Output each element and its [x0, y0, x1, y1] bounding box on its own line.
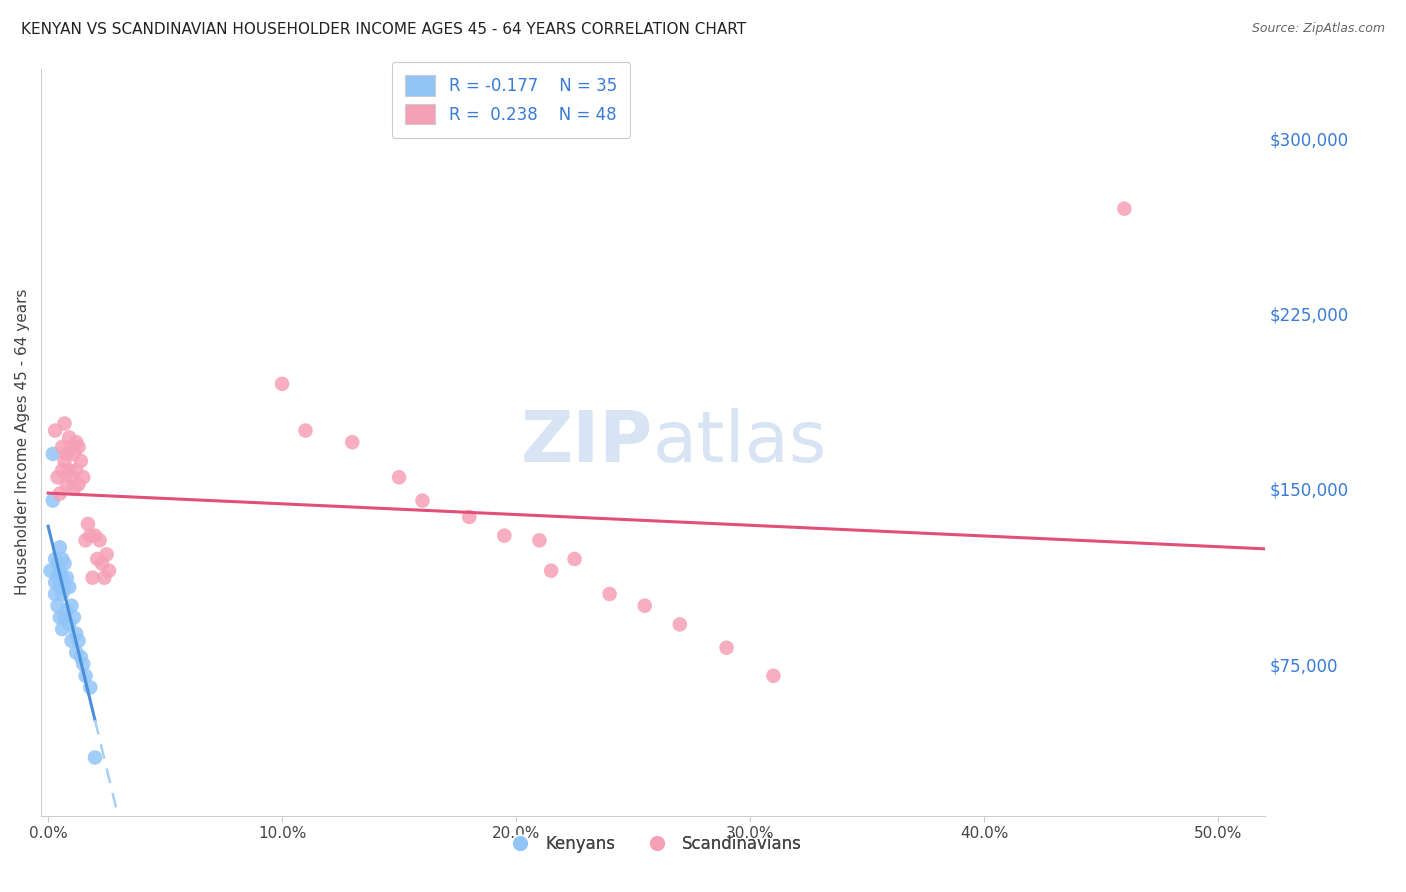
Point — [53, 454, 76, 468]
Point — [60, 633, 83, 648]
Point — [46, 571, 69, 585]
Point — [56, 477, 79, 491]
Point — [46, 470, 69, 484]
Point — [84, 528, 107, 542]
Point — [79, 681, 101, 695]
Point — [762, 669, 785, 683]
Point — [56, 571, 79, 585]
Point — [49, 564, 72, 578]
Point — [70, 650, 93, 665]
Y-axis label: Householder Income Ages 45 - 64 years: Householder Income Ages 45 - 64 years — [15, 289, 30, 596]
Point — [53, 417, 76, 431]
Point — [388, 470, 411, 484]
Point — [53, 610, 76, 624]
Point — [56, 603, 79, 617]
Point — [93, 571, 115, 585]
Point — [42, 447, 65, 461]
Point — [669, 617, 692, 632]
Point — [91, 557, 114, 571]
Text: atlas: atlas — [652, 408, 827, 476]
Point — [51, 587, 73, 601]
Point — [65, 626, 87, 640]
Point — [46, 599, 69, 613]
Point — [44, 575, 66, 590]
Point — [67, 477, 90, 491]
Text: KENYAN VS SCANDINAVIAN HOUSEHOLDER INCOME AGES 45 - 64 YEARS CORRELATION CHART: KENYAN VS SCANDINAVIAN HOUSEHOLDER INCOM… — [21, 22, 747, 37]
Point — [58, 463, 80, 477]
Point — [494, 528, 516, 542]
Point — [70, 454, 93, 468]
Point — [49, 486, 72, 500]
Point — [89, 533, 111, 548]
Point — [56, 447, 79, 461]
Point — [60, 599, 83, 613]
Point — [58, 617, 80, 632]
Point — [60, 440, 83, 454]
Point — [72, 470, 94, 484]
Point — [63, 447, 86, 461]
Point — [46, 557, 69, 571]
Point — [63, 610, 86, 624]
Point — [79, 528, 101, 542]
Point — [60, 470, 83, 484]
Point — [634, 599, 657, 613]
Point — [86, 552, 108, 566]
Point — [67, 633, 90, 648]
Point — [49, 541, 72, 555]
Point — [65, 435, 87, 450]
Point — [82, 571, 104, 585]
Point — [51, 622, 73, 636]
Point — [342, 435, 364, 450]
Point — [51, 463, 73, 477]
Text: ZIP: ZIP — [520, 408, 652, 476]
Point — [44, 424, 66, 438]
Point — [72, 657, 94, 671]
Text: Source: ZipAtlas.com: Source: ZipAtlas.com — [1251, 22, 1385, 36]
Point — [294, 424, 316, 438]
Point — [53, 580, 76, 594]
Point — [1114, 202, 1136, 216]
Point — [51, 440, 73, 454]
Point — [51, 552, 73, 566]
Point — [65, 645, 87, 659]
Point — [75, 533, 97, 548]
Point — [53, 557, 76, 571]
Point — [67, 440, 90, 454]
Point — [540, 564, 562, 578]
Point — [65, 463, 87, 477]
Point — [58, 431, 80, 445]
Point — [458, 510, 481, 524]
Point — [564, 552, 586, 566]
Point — [96, 547, 118, 561]
Point — [411, 493, 433, 508]
Legend: Kenyans, Scandinavians: Kenyans, Scandinavians — [498, 829, 808, 860]
Point — [84, 750, 107, 764]
Point — [39, 564, 62, 578]
Point — [599, 587, 621, 601]
Point — [44, 552, 66, 566]
Point — [97, 564, 120, 578]
Point — [44, 587, 66, 601]
Point — [63, 482, 86, 496]
Point — [271, 376, 294, 391]
Point — [51, 571, 73, 585]
Point — [77, 516, 100, 531]
Point — [716, 640, 738, 655]
Point — [58, 580, 80, 594]
Point — [49, 610, 72, 624]
Point — [75, 669, 97, 683]
Point — [42, 493, 65, 508]
Point — [49, 580, 72, 594]
Point — [529, 533, 551, 548]
